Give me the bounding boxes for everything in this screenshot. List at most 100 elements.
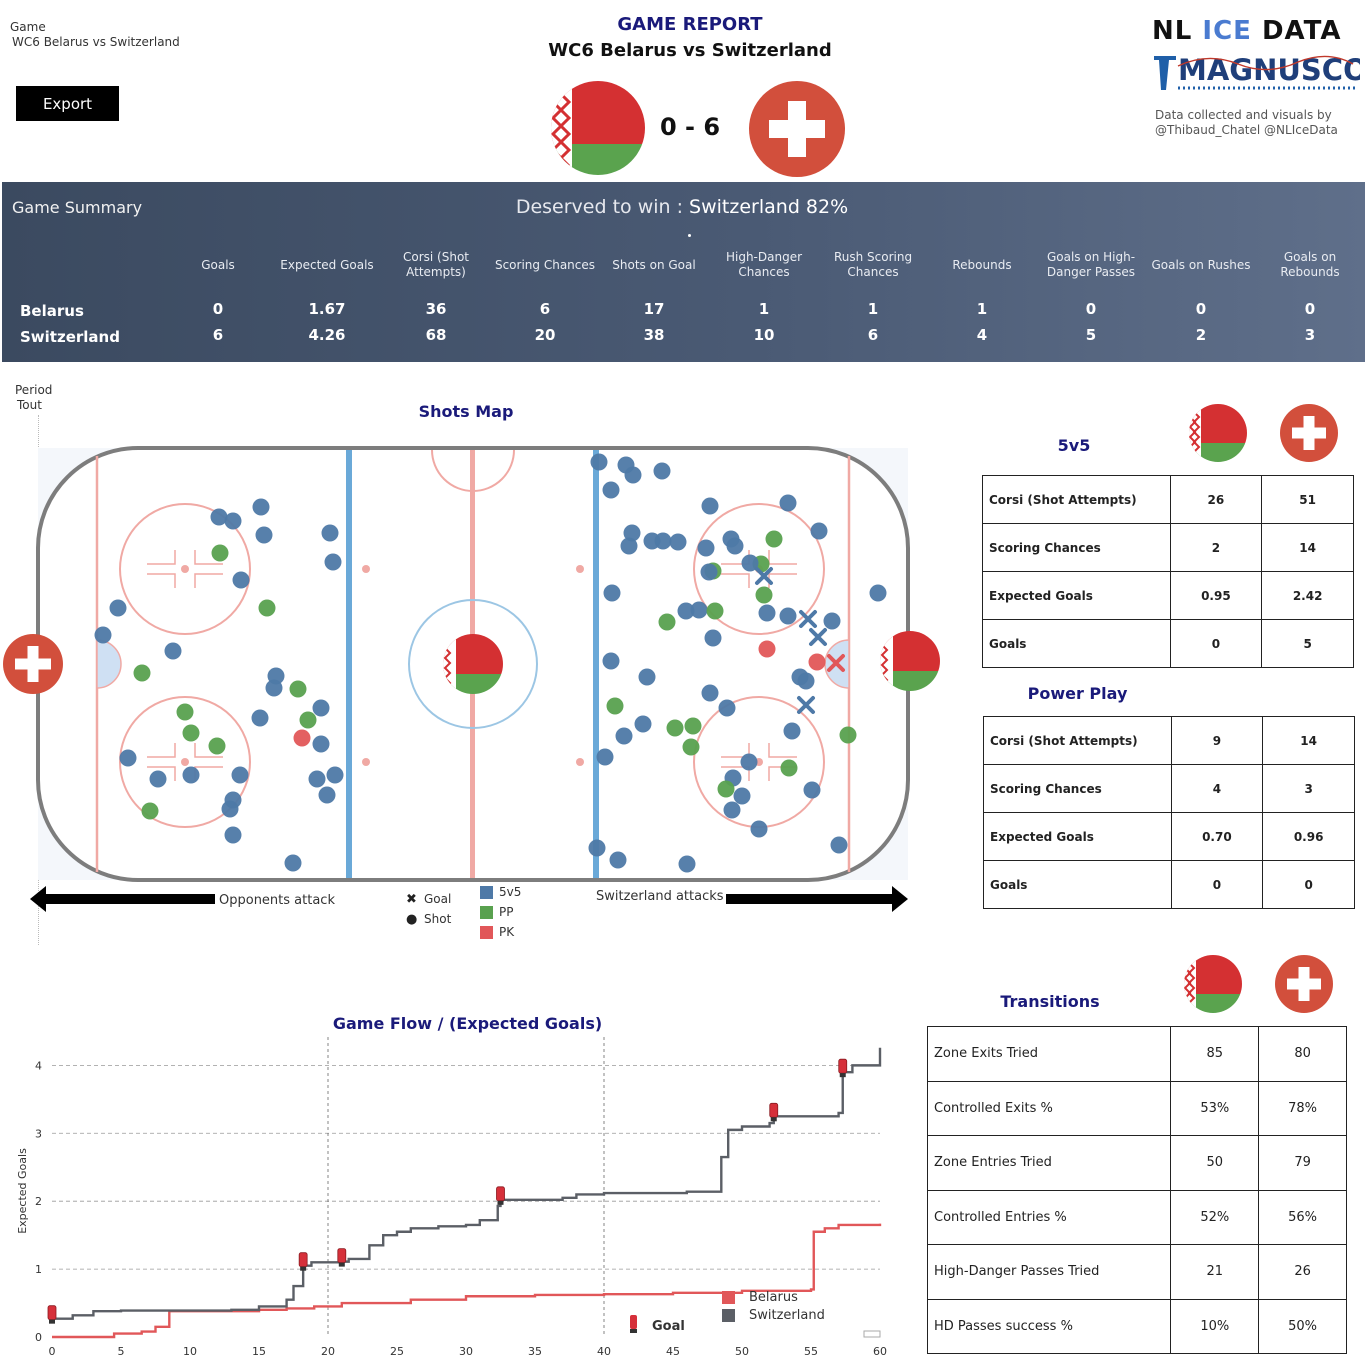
shot-dot <box>289 680 307 698</box>
shot-dot <box>284 854 302 872</box>
goal-legend-icon <box>630 1315 637 1329</box>
summary-cell: 5 <box>1085 326 1097 344</box>
x-tick-label: 45 <box>666 1345 680 1358</box>
period-filter-label: Period <box>15 383 53 397</box>
table-row: Corsi (Shot Attempts) 26 51 <box>982 475 1354 524</box>
shot-dot <box>609 851 627 869</box>
summary-col-header: Goals on Rushes <box>1151 257 1251 272</box>
summary-team-name: Belarus <box>20 302 84 320</box>
report-title: GAME REPORT <box>617 14 763 35</box>
shot-dot <box>706 602 724 620</box>
summary-col-header: Goals on High-Danger Passes <box>1046 250 1136 279</box>
summary-cell: 6 <box>212 326 224 344</box>
export-button[interactable]: Export <box>16 86 119 121</box>
blue-line-left <box>346 450 352 878</box>
belarus-flag-icon <box>880 631 940 691</box>
x-tick-label: 5 <box>118 1345 125 1358</box>
center-circle <box>408 599 538 729</box>
legend-shot: Shot <box>424 912 452 926</box>
shot-dot <box>697 539 715 557</box>
summary-col-header: Shots on Goal <box>612 257 696 272</box>
row-label: High-Danger Passes Tried <box>926 1244 1172 1300</box>
shot-dot <box>669 533 687 551</box>
table-row: Expected Goals 0.95 2.42 <box>982 571 1354 620</box>
shot-dot <box>615 727 633 745</box>
summary-col-header: High-Danger Chances <box>725 250 803 279</box>
swatch-pp <box>480 905 493 919</box>
shot-dot <box>684 717 702 735</box>
y-tick-label: 2 <box>35 1195 42 1208</box>
x-icon: ✖ <box>406 891 417 907</box>
shot-markers <box>94 453 887 873</box>
legend-swatch <box>722 1291 735 1304</box>
shots-map-title: Shots Map <box>418 402 514 421</box>
dot-icon: ● <box>406 911 418 927</box>
goal-legend-label: Goal <box>652 1319 685 1334</box>
shot-dot <box>321 524 339 542</box>
series-line-belarus <box>52 1223 882 1339</box>
shot-dot <box>141 802 159 820</box>
shot-dot <box>701 497 719 515</box>
shot-dot <box>783 722 801 740</box>
summary-team-name: Switzerland <box>20 328 120 346</box>
shot-dot <box>653 462 671 480</box>
shot-dot <box>741 554 759 572</box>
shot-dot <box>324 553 342 571</box>
x-tick-label: 20 <box>321 1345 335 1358</box>
summary-cell: 4.26 <box>308 326 346 344</box>
x-tick-label: 40 <box>597 1345 611 1358</box>
shot-dot <box>210 508 228 526</box>
rink <box>3 446 940 882</box>
neutral-dot <box>576 758 584 766</box>
goal-marker-base <box>497 1200 504 1205</box>
credits-line-1: Data collected and visuals by <box>1155 108 1332 122</box>
transitions-title: Transitions <box>1000 992 1100 1011</box>
shot-dot <box>624 466 642 484</box>
summary-cell: 38 <box>643 326 665 344</box>
shot-dot <box>602 481 620 499</box>
switzerland-value: 0 <box>1262 860 1355 909</box>
shot-dot <box>176 703 194 721</box>
shot-dot <box>606 697 624 715</box>
left-arrow-icon <box>30 886 215 912</box>
legend-pp: PP <box>499 905 514 919</box>
switzerland-value: 26 <box>1258 1244 1347 1300</box>
shot-dot <box>666 719 684 737</box>
belarus-value: 4 <box>1170 764 1264 813</box>
shot-dot <box>765 530 783 548</box>
belarus-value: 9 <box>1170 716 1264 765</box>
goal-marker <box>47 1305 57 1321</box>
belarus-flag-icon <box>1189 404 1247 462</box>
switzerland-value: 2.42 <box>1261 571 1354 620</box>
table-row: Scoring Chances 2 14 <box>982 523 1354 572</box>
game-filter-value[interactable]: WC6 Belarus vs Switzerland <box>12 35 180 49</box>
shot-dot <box>109 599 127 617</box>
shot-dot <box>810 522 828 540</box>
faceoff-circle <box>119 503 251 635</box>
shot-dot <box>232 571 250 589</box>
table-row: Controlled Entries % 52% 56% <box>926 1189 1347 1245</box>
belarus-value: 50 <box>1170 1135 1260 1191</box>
goal-marker-base <box>49 1319 55 1324</box>
goal-marker <box>809 628 827 646</box>
shot-dot <box>682 738 700 756</box>
legend-label: Belarus <box>749 1290 798 1305</box>
shot-dot <box>596 748 614 766</box>
shot-dot <box>780 759 798 777</box>
flow-legend: Goal Belarus Switzerland <box>630 1290 825 1334</box>
period-filter-value[interactable]: Tout <box>17 398 42 412</box>
belarus-value: 0.70 <box>1170 812 1264 861</box>
shot-dot <box>312 735 330 753</box>
switzerland-value: 50% <box>1258 1298 1347 1354</box>
shot-dot <box>94 626 112 644</box>
credits: Data collected and visuals by @Thibaud_C… <box>1155 108 1355 138</box>
shot-dot <box>252 498 270 516</box>
row-label: Goals <box>982 619 1171 668</box>
shot-dot <box>211 544 229 562</box>
summary-cell: 3 <box>1304 326 1316 344</box>
shot-dot <box>658 613 676 631</box>
shot-dot <box>182 766 200 784</box>
switzerland-value: 14 <box>1261 523 1354 572</box>
table-row: Zone Entries Tried 50 79 <box>926 1135 1347 1191</box>
shot-dot <box>726 537 744 555</box>
